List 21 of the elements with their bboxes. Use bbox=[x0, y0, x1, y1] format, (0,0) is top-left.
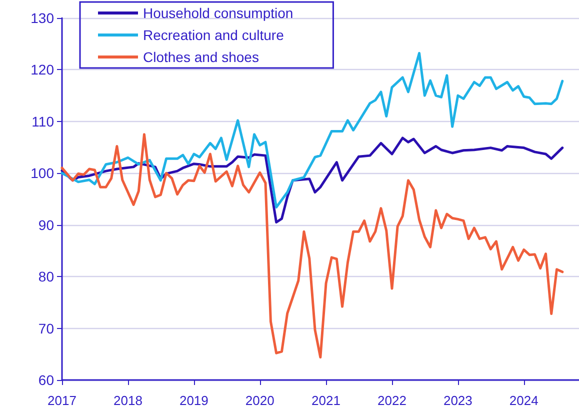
y-tick-label: 70 bbox=[38, 320, 54, 336]
x-tick-label: 2019 bbox=[179, 393, 208, 408]
y-tick-label: 90 bbox=[38, 216, 54, 233]
legend-label: Clothes and shoes bbox=[143, 49, 259, 65]
y-tick-label: 80 bbox=[38, 268, 54, 285]
x-tick-label: 2022 bbox=[378, 393, 406, 408]
legend-label: Recreation and culture bbox=[143, 27, 284, 43]
y-tick-label: 110 bbox=[32, 113, 54, 130]
legend-label: Household consumption bbox=[143, 5, 294, 21]
y-tick-label: 100 bbox=[30, 165, 54, 182]
x-tick-label: 2020 bbox=[245, 393, 274, 408]
y-tick-label: 60 bbox=[38, 372, 54, 388]
x-tick-label: 2018 bbox=[113, 393, 142, 408]
x-tick-label: 2023 bbox=[443, 393, 472, 408]
line-series bbox=[60, 52, 564, 209]
x-tick-label: 2021 bbox=[312, 393, 340, 408]
line-series bbox=[60, 133, 564, 358]
x-tick-label: 2024 bbox=[509, 393, 538, 408]
y-tick-label: 130 bbox=[30, 10, 54, 26]
x-tick-label: 2017 bbox=[48, 393, 76, 408]
y-tick-label: 120 bbox=[30, 62, 54, 78]
